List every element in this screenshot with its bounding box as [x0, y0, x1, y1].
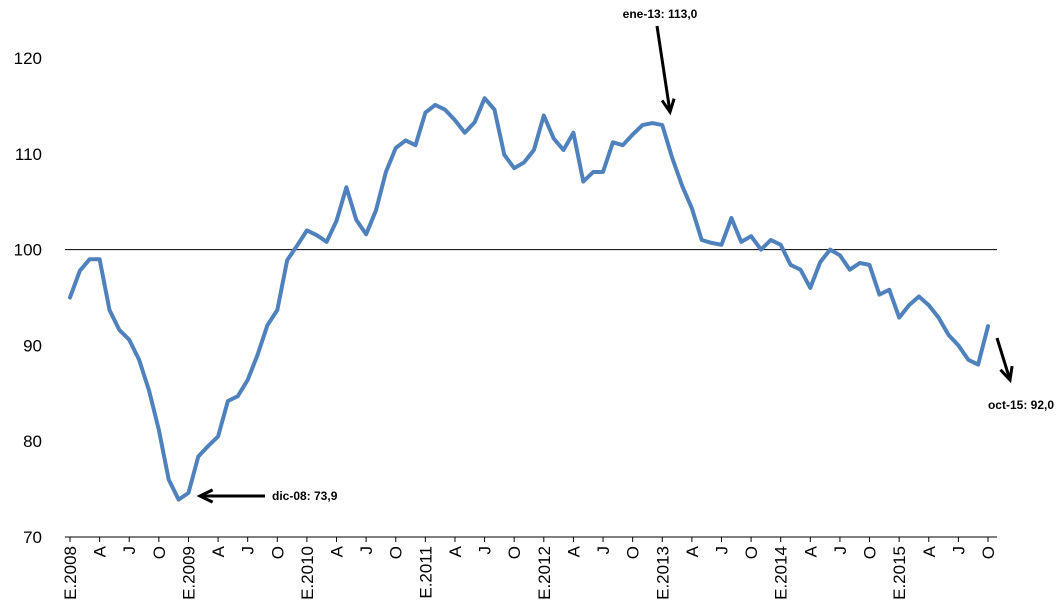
x-tick-label: A	[328, 545, 347, 557]
arrow	[655, 25, 672, 113]
x-tick-label: J	[594, 546, 613, 555]
annotation: ene-13: 113,0	[623, 7, 698, 21]
annotation: oct-15: 92,0	[988, 398, 1054, 412]
x-tick-label: O	[387, 546, 406, 559]
arrow-head	[196, 488, 214, 504]
x-tick-label: E.2012	[535, 546, 554, 600]
x-tick-label: O	[505, 546, 524, 559]
x-tick-label: J	[239, 546, 258, 555]
arrow-head	[660, 98, 676, 116]
x-tick-label: O	[268, 546, 287, 559]
x-tick-label: O	[742, 546, 761, 559]
x-tick-label: E.2014	[772, 546, 791, 600]
x-tick-label: A	[446, 545, 465, 557]
y-tick-label: 80	[23, 432, 42, 451]
x-tick-label: J	[831, 546, 850, 555]
y-tick-label: 90	[23, 336, 42, 355]
x-tick-label: O	[979, 546, 998, 559]
x-tick-label: E.2015	[890, 546, 909, 600]
x-tick-label: J	[949, 546, 968, 555]
x-tick-label: A	[683, 545, 702, 557]
y-tick-label: 110	[15, 145, 42, 164]
x-tick-label: J	[712, 546, 731, 555]
arrow-head	[999, 365, 1014, 384]
x-tick-label: A	[920, 545, 939, 557]
y-tick-label: 100	[14, 241, 42, 260]
y-tick-label: 120	[14, 49, 42, 68]
x-tick-label: O	[150, 546, 169, 559]
x-tick-label: A	[209, 545, 228, 557]
arrow	[995, 337, 1012, 381]
x-tick-label: E.2008	[61, 546, 80, 600]
x-tick-label: E.2009	[179, 546, 198, 600]
x-tick-label: J	[357, 546, 376, 555]
x-tick-label: J	[476, 546, 495, 555]
x-tick-label: A	[801, 545, 820, 557]
x-tick-label: E.2011	[416, 546, 435, 599]
x-tick-label: J	[120, 546, 139, 555]
x-tick-label: A	[564, 545, 583, 557]
x-tick-label: E.2010	[298, 546, 317, 600]
x-tick-label: E.2013	[653, 546, 672, 600]
y-tick-label: 70	[23, 528, 42, 547]
x-tick-label: O	[624, 546, 643, 559]
x-tick-label: A	[91, 545, 110, 557]
x-tick-label: O	[861, 546, 880, 559]
annotation: dic-08: 73,9	[272, 489, 338, 503]
data-line	[68, 96, 990, 502]
